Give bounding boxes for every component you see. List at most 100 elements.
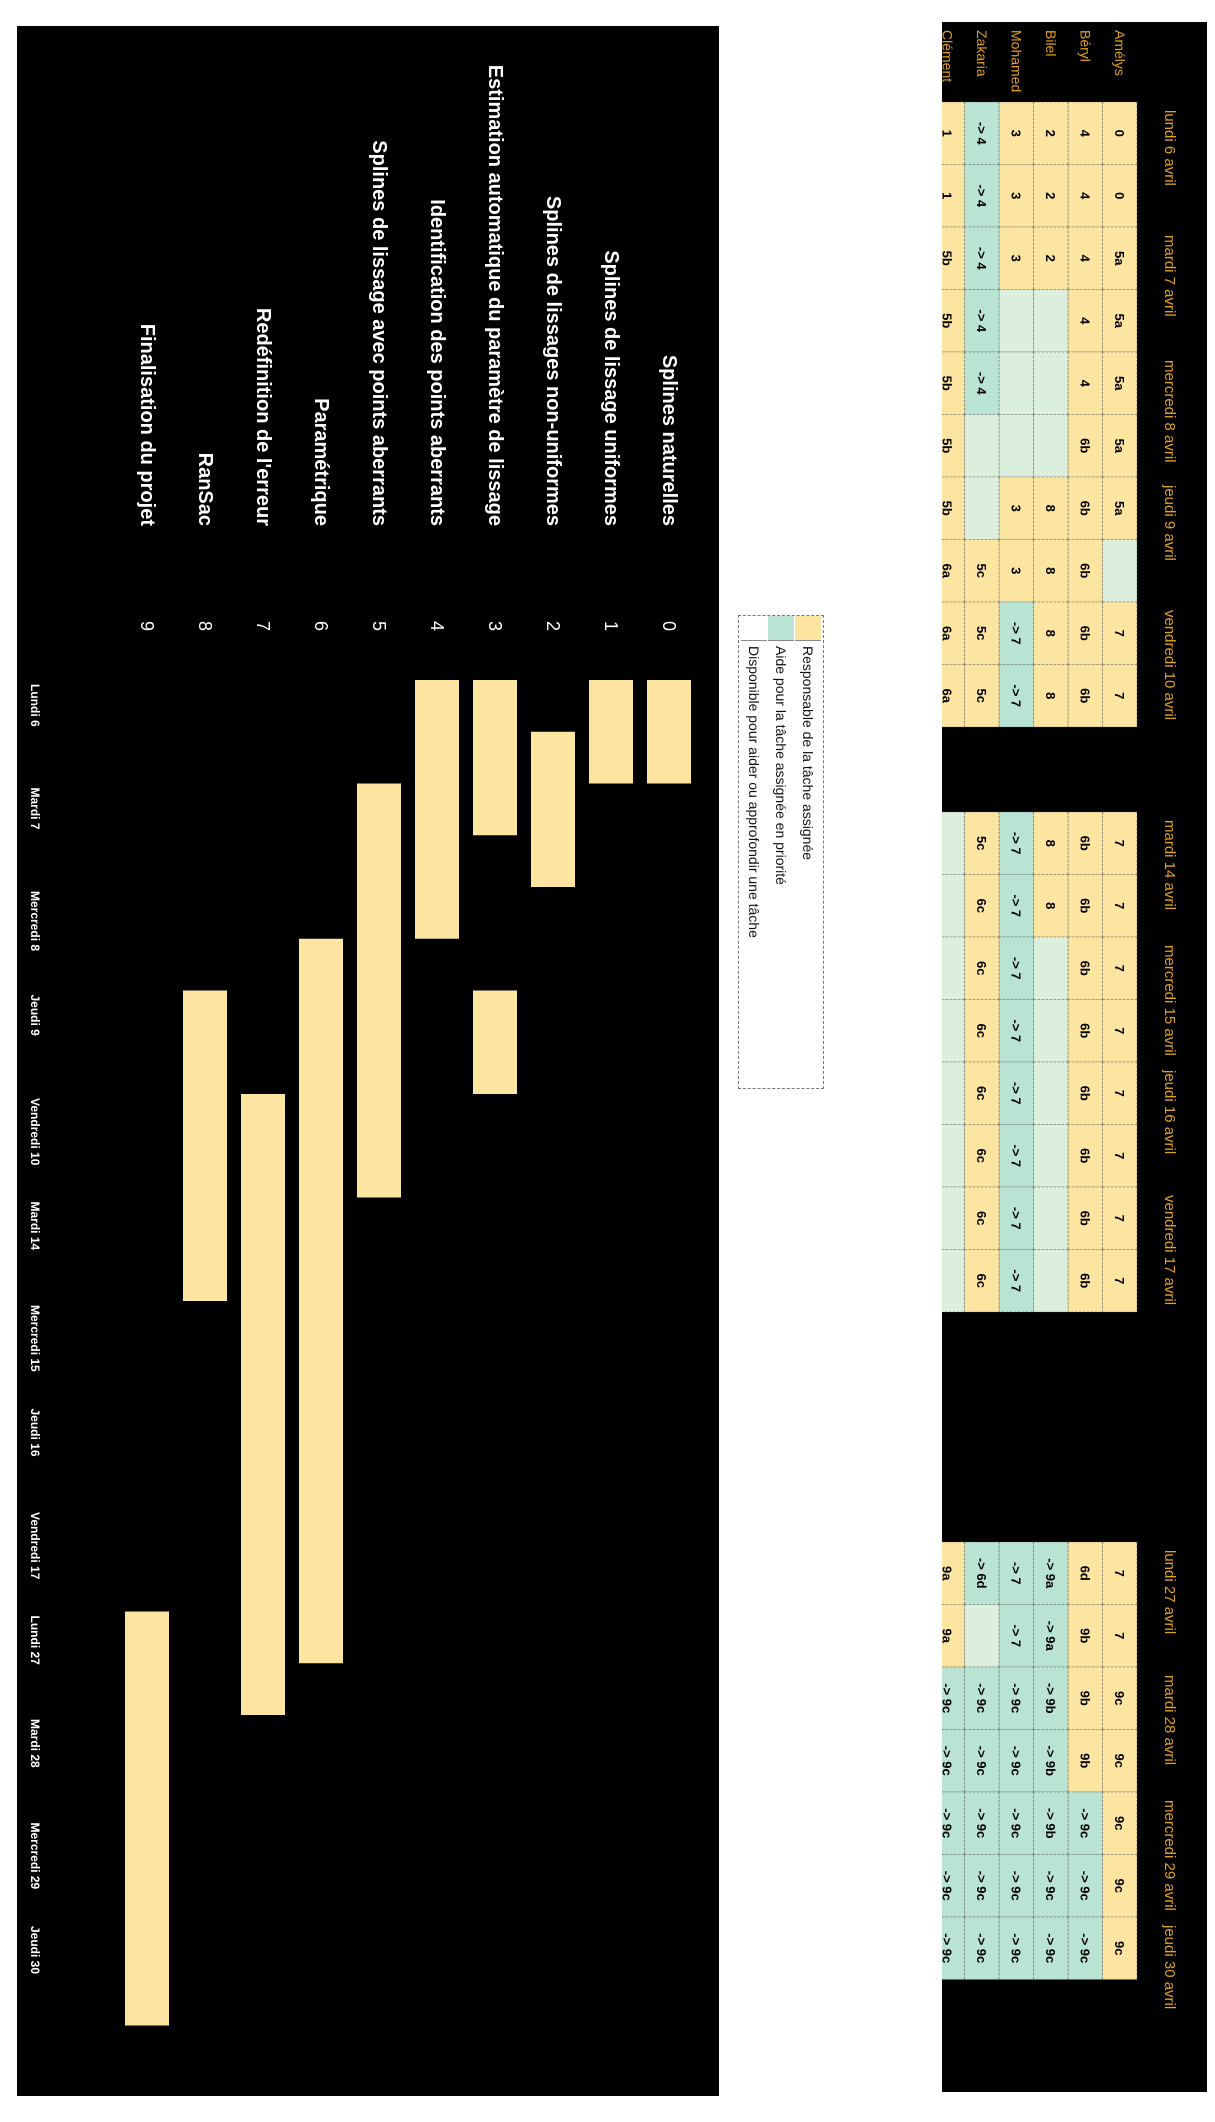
schedule-cell-value: -> 9b	[1043, 1808, 1058, 1839]
schedule-cell-value: 5b	[942, 438, 954, 453]
schedule-cell-value: 9b	[1077, 1691, 1092, 1706]
person-label: Béryl	[1077, 30, 1093, 62]
schedule-cell	[942, 1666, 965, 1730]
schedule-cell	[942, 164, 965, 228]
schedule-cell-value: 9b	[1077, 1753, 1092, 1768]
schedule-cell-value: 6c	[974, 1211, 989, 1225]
schedule-cell-value: 5b	[942, 501, 954, 516]
gantt-bar	[531, 731, 575, 887]
gantt-day-label: Lundi 6	[28, 684, 42, 727]
schedule-cell-value: 9a	[942, 1566, 954, 1581]
schedule-cell-value: 3	[1008, 505, 1023, 512]
gantt-task-name: Finalisation du projet	[136, 324, 158, 527]
schedule-cell-value: -> 7	[1008, 1019, 1023, 1042]
gantt-task-id: 8	[195, 621, 215, 631]
gantt-task-name: Paramétrique	[310, 398, 332, 526]
schedule-cell-value: -> 7	[1008, 894, 1023, 917]
gantt-chart: Lundi 6 Mardi 7 Mercredi 8 Jeudi 9 Vendredi …	[17, 26, 719, 2096]
legend-row-help: Aide pour la tâche assignée en priorité	[768, 616, 794, 1088]
schedule-cell-value: 3	[1008, 192, 1023, 199]
schedule-cell-value: -> 9c	[1043, 1871, 1058, 1901]
schedule-cell-value: 6c	[974, 1086, 989, 1100]
schedule-cell-value: 4	[1077, 255, 1092, 263]
day-header: jeudi 30 avril	[1161, 1924, 1178, 2009]
schedule-table: Amélys Béryl Bilel Mohamed Zakaria Clément lun…	[942, 22, 1207, 2092]
schedule-cell-value: 6b	[1077, 1211, 1092, 1226]
legend-row-responsible: Responsable de la tâche assignée	[795, 616, 821, 1088]
person-label: Zakaria	[974, 30, 990, 77]
schedule-cell-value: 6c	[974, 1274, 989, 1288]
schedule-cell-value: 4	[1077, 380, 1092, 388]
schedule-cell	[942, 1791, 965, 1855]
schedule-cell	[1033, 414, 1069, 478]
schedule-cell-value: -> 7	[1008, 1562, 1023, 1585]
schedule-cell-value: 8	[1043, 840, 1058, 847]
schedule-cell-value: 8	[1043, 505, 1058, 512]
gantt-day-label: Mardi 7	[28, 788, 42, 830]
gantt-bar	[357, 783, 401, 1198]
schedule-cell	[942, 351, 965, 415]
schedule-cell	[942, 1729, 965, 1793]
schedule-cell-value: 6b	[1077, 1023, 1092, 1038]
schedule-cell-value: 7	[1112, 840, 1127, 847]
schedule-cell-value: -> 9c	[974, 1871, 989, 1901]
gantt-task-name: Splines de lissages non-uniformes	[542, 196, 564, 526]
schedule-cell-value: 6a	[942, 564, 954, 579]
schedule-cell-value: 5b	[942, 251, 954, 266]
schedule-cell-value: 6b	[1077, 836, 1092, 851]
gantt-task-name: Redéfinition de l'erreur	[252, 308, 274, 526]
schedule-cell-value: 3	[1008, 255, 1023, 262]
schedule-cell-value: 6b	[1077, 563, 1092, 578]
gantt-task-name: RanSac	[194, 453, 216, 526]
schedule-cell	[942, 1854, 965, 1918]
schedule-cell-value: 5c	[974, 564, 989, 578]
gantt-task-id: 3	[485, 621, 505, 631]
day-header: jeudi 9 avril	[1161, 484, 1178, 561]
schedule-cell-value: -> 4	[974, 309, 989, 333]
schedule-cell	[942, 1061, 965, 1125]
schedule-cell-value: 5a	[1112, 251, 1127, 266]
schedule-cell-value: 6b	[1077, 688, 1092, 703]
schedule-cell-value: -> 7	[1008, 832, 1023, 855]
gantt-bar	[183, 990, 227, 1301]
schedule-cell-value: 2	[1043, 192, 1058, 199]
schedule-cell-value: 6b	[1077, 438, 1092, 453]
schedule-cell	[1033, 1061, 1069, 1125]
schedule-cell-value: -> 9c	[974, 1933, 989, 1963]
schedule-cell-value: -> 7	[1008, 1207, 1023, 1230]
schedule-cell	[942, 101, 965, 165]
schedule-cell	[942, 1916, 965, 1980]
schedule-cell-value: 0	[1112, 130, 1127, 137]
schedule-cell-value: 3	[1008, 567, 1023, 574]
gantt-bar	[125, 1611, 169, 2026]
legend-row-available: Disponible pour aider ou approfondir une…	[741, 616, 767, 1088]
schedule-cell-value: 6b	[1077, 1273, 1092, 1288]
schedule-cell-value: -> 9a	[1043, 1558, 1058, 1589]
gantt-task-id: 1	[601, 621, 621, 631]
schedule-cell-value: -> 7	[1008, 1144, 1023, 1167]
schedule-cell-value: -> 9b	[1043, 1683, 1058, 1714]
schedule-cell-value: 6b	[1077, 1148, 1092, 1163]
schedule-cell-value: 6c	[974, 1024, 989, 1038]
schedule-cell	[1033, 1124, 1069, 1188]
gantt-day-label: Jeudi 16	[28, 1409, 42, 1457]
gantt-day-label: Vendredi 10	[28, 1098, 42, 1166]
schedule-cell-value: 5c	[974, 626, 989, 640]
schedule-cell-value: 7	[1112, 1090, 1127, 1097]
day-header: lundi 27 avril	[1161, 1550, 1178, 1634]
schedule-cell-value: 6b	[1077, 1086, 1092, 1101]
schedule-cell-value: 9b	[1077, 1628, 1092, 1643]
day-header: lundi 6 avril	[1161, 110, 1178, 186]
schedule-cell	[942, 289, 965, 353]
schedule-cell-value: -> 9c	[942, 1683, 954, 1713]
schedule-cell-value: -> 9c	[974, 1683, 989, 1713]
day-header: vendredi 10 avril	[1161, 610, 1178, 720]
gantt-bar	[589, 680, 633, 784]
schedule-cell-value: 5b	[942, 313, 954, 328]
gantt-plot: Lundi 6 Mardi 7 Mercredi 8 Jeudi 9 Vendredi …	[28, 65, 691, 2026]
schedule-cell-value: 0	[1112, 192, 1127, 199]
schedule-cell-value: 7	[1112, 1027, 1127, 1034]
gantt-task-id: 6	[311, 621, 331, 631]
schedule-cell-value: 7	[1112, 902, 1127, 909]
